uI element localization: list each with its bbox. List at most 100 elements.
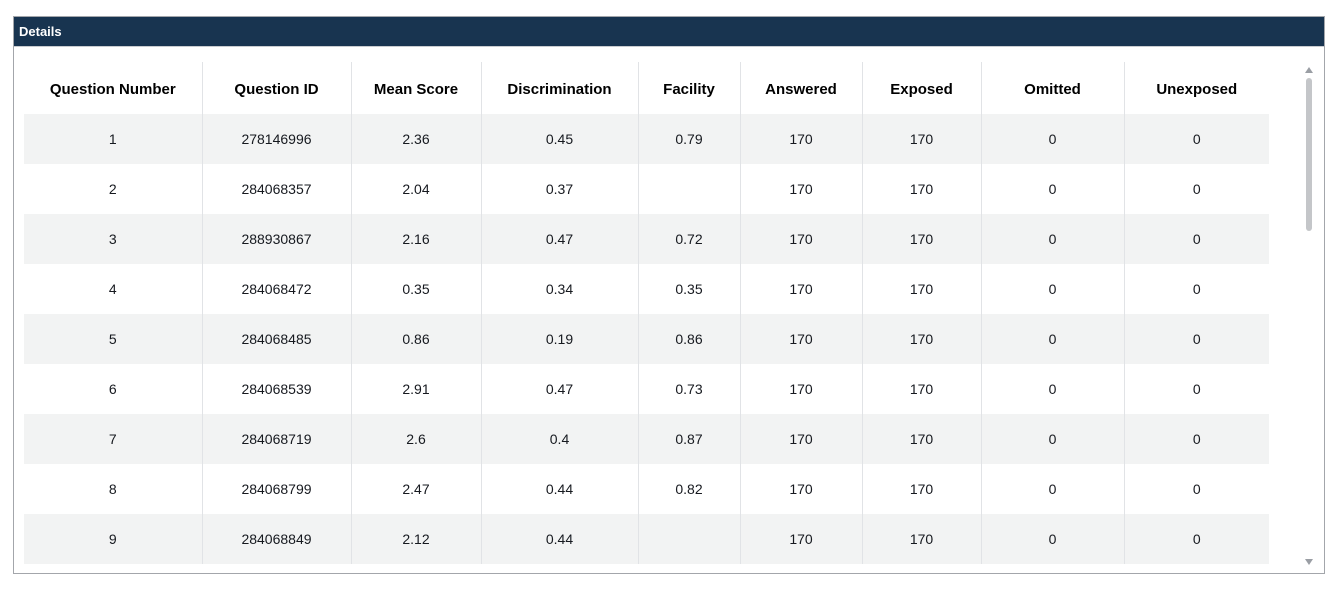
- cell-exposed: 170: [862, 164, 982, 214]
- cell-unexposed: 0: [1124, 314, 1269, 364]
- panel-title: Details: [14, 17, 1324, 47]
- cell-mean-score: 2.6: [351, 414, 482, 464]
- cell-unexposed: 0: [1124, 114, 1269, 164]
- cell-facility: 0.86: [638, 314, 741, 364]
- cell-exposed: 170: [862, 264, 982, 314]
- table-row: 1 278146996 2.36 0.45 0.79 170 170 0 0: [24, 114, 1269, 164]
- scroll-down-arrow-icon[interactable]: [1305, 559, 1313, 565]
- cell-discrimination: 0.37: [481, 164, 639, 214]
- cell-facility: 0.72: [638, 214, 741, 264]
- table-row: 6 284068539 2.91 0.47 0.73 170 170 0 0: [24, 364, 1269, 414]
- cell-mean-score: 0.35: [351, 264, 482, 314]
- cell-unexposed: 0: [1124, 464, 1269, 514]
- cell-unexposed: 0: [1124, 214, 1269, 264]
- scroll-up-arrow-icon[interactable]: [1305, 67, 1313, 73]
- cell-exposed: 170: [862, 364, 982, 414]
- cell-answered: 170: [740, 114, 863, 164]
- cell-question-number: 5: [24, 314, 203, 364]
- cell-omitted: 0: [981, 314, 1125, 364]
- cell-omitted: 0: [981, 214, 1125, 264]
- cell-discrimination: 0.45: [481, 114, 639, 164]
- cell-question-number: 7: [24, 414, 203, 464]
- scrollbar-thumb[interactable]: [1306, 78, 1312, 231]
- column-header-answered[interactable]: Answered: [740, 62, 863, 114]
- cell-exposed: 170: [862, 514, 982, 564]
- table-header-row: Question Number Question ID Mean Score D…: [24, 62, 1269, 114]
- cell-answered: 170: [740, 514, 863, 564]
- cell-question-number: 9: [24, 514, 203, 564]
- cell-mean-score: 2.47: [351, 464, 482, 514]
- cell-mean-score: 0.86: [351, 314, 482, 364]
- cell-answered: 170: [740, 164, 863, 214]
- table-row: 5 284068485 0.86 0.19 0.86 170 170 0 0: [24, 314, 1269, 364]
- cell-omitted: 0: [981, 114, 1125, 164]
- cell-question-number: 6: [24, 364, 203, 414]
- cell-question-number: 3: [24, 214, 203, 264]
- details-table: Question Number Question ID Mean Score D…: [24, 62, 1269, 564]
- cell-discrimination: 0.4: [481, 414, 639, 464]
- column-header-question-id[interactable]: Question ID: [202, 62, 352, 114]
- cell-unexposed: 0: [1124, 364, 1269, 414]
- cell-discrimination: 0.44: [481, 514, 639, 564]
- cell-question-number: 1: [24, 114, 203, 164]
- table-row: 2 284068357 2.04 0.37 170 170 0 0: [24, 164, 1269, 214]
- cell-question-id: 288930867: [202, 214, 352, 264]
- cell-question-number: 4: [24, 264, 203, 314]
- column-header-discrimination[interactable]: Discrimination: [481, 62, 639, 114]
- cell-facility: 0.87: [638, 414, 741, 464]
- column-header-facility[interactable]: Facility: [638, 62, 741, 114]
- cell-omitted: 0: [981, 464, 1125, 514]
- cell-question-number: 2: [24, 164, 203, 214]
- cell-mean-score: 2.04: [351, 164, 482, 214]
- table-row: 3 288930867 2.16 0.47 0.72 170 170 0 0: [24, 214, 1269, 264]
- cell-mean-score: 2.12: [351, 514, 482, 564]
- cell-discrimination: 0.47: [481, 214, 639, 264]
- cell-question-id: 284068539: [202, 364, 352, 414]
- cell-unexposed: 0: [1124, 414, 1269, 464]
- cell-unexposed: 0: [1124, 164, 1269, 214]
- cell-answered: 170: [740, 264, 863, 314]
- table-row: 8 284068799 2.47 0.44 0.82 170 170 0 0: [24, 464, 1269, 514]
- details-panel: Details Question Number Question ID Mean…: [13, 16, 1325, 574]
- cell-facility: 0.35: [638, 264, 741, 314]
- cell-omitted: 0: [981, 364, 1125, 414]
- table-row: 9 284068849 2.12 0.44 170 170 0 0: [24, 514, 1269, 564]
- table-row: 7 284068719 2.6 0.4 0.87 170 170 0 0: [24, 414, 1269, 464]
- cell-discrimination: 0.44: [481, 464, 639, 514]
- cell-unexposed: 0: [1124, 514, 1269, 564]
- cell-facility: [638, 164, 741, 214]
- column-header-unexposed[interactable]: Unexposed: [1156, 80, 1238, 98]
- cell-exposed: 170: [862, 214, 982, 264]
- cell-answered: 170: [740, 464, 863, 514]
- cell-facility: [638, 514, 741, 564]
- column-header-mean-score[interactable]: Mean Score: [351, 62, 482, 114]
- column-header-omitted[interactable]: Omitted: [981, 62, 1125, 114]
- cell-omitted: 0: [981, 414, 1125, 464]
- column-header-question-number[interactable]: Question Number: [24, 62, 203, 114]
- table-row: 4 284068472 0.35 0.34 0.35 170 170 0 0: [24, 264, 1269, 314]
- cell-omitted: 0: [981, 164, 1125, 214]
- cell-facility: 0.79: [638, 114, 741, 164]
- cell-question-id: 284068799: [202, 464, 352, 514]
- cell-exposed: 170: [862, 114, 982, 164]
- cell-answered: 170: [740, 364, 863, 414]
- cell-omitted: 0: [981, 514, 1125, 564]
- cell-discrimination: 0.47: [481, 364, 639, 414]
- cell-question-id: 284068719: [202, 414, 352, 464]
- cell-exposed: 170: [862, 314, 982, 364]
- column-header-exposed[interactable]: Exposed: [862, 62, 982, 114]
- cell-question-id: 284068472: [202, 264, 352, 314]
- vertical-scrollbar[interactable]: [1301, 62, 1317, 567]
- cell-exposed: 170: [862, 464, 982, 514]
- cell-question-number: 8: [24, 464, 203, 514]
- cell-mean-score: 2.36: [351, 114, 482, 164]
- cell-answered: 170: [740, 414, 863, 464]
- cell-question-id: 284068849: [202, 514, 352, 564]
- cell-mean-score: 2.91: [351, 364, 482, 414]
- cell-unexposed: 0: [1124, 264, 1269, 314]
- cell-answered: 170: [740, 314, 863, 364]
- cell-exposed: 170: [862, 414, 982, 464]
- details-table-container[interactable]: Question Number Question ID Mean Score D…: [24, 62, 1269, 567]
- cell-mean-score: 2.16: [351, 214, 482, 264]
- cell-discrimination: 0.19: [481, 314, 639, 364]
